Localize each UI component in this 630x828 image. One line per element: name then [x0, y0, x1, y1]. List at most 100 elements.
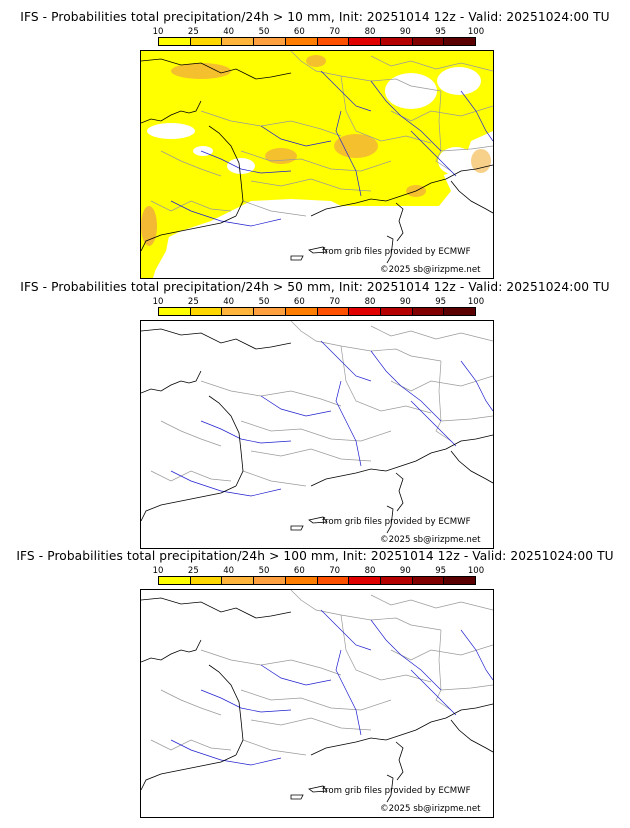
coastline — [386, 774, 394, 803]
colorbar-tick-label: 25 — [187, 566, 199, 576]
colorbar — [158, 37, 476, 46]
colorbar-segment — [444, 38, 476, 45]
coastline — [290, 255, 304, 261]
colorbar-tick-label: 95 — [435, 566, 447, 576]
admin-border — [440, 684, 493, 691]
river — [335, 649, 362, 736]
colorbar-ticks: 10 25 40 50 60 70 80 90 95 100 — [153, 27, 485, 37]
admin-border — [340, 75, 432, 144]
coastline — [450, 450, 493, 484]
admin-border — [390, 644, 493, 661]
colorbar-tick-label: 50 — [258, 566, 270, 576]
coastline — [141, 100, 202, 124]
panel-title: IFS - Probabilities total precipitation/… — [20, 280, 610, 294]
coastline — [141, 597, 292, 619]
colorbar-tick-label: 50 — [258, 297, 270, 307]
river — [320, 70, 372, 112]
map-canvas — [141, 51, 493, 278]
colorbar-segment — [285, 308, 318, 315]
colorbar-tick-label: 80 — [364, 27, 376, 37]
colorbar-tick-label: 80 — [364, 297, 376, 307]
coastline — [290, 794, 304, 800]
colorbar-segment — [317, 308, 350, 315]
admin-border — [242, 200, 307, 217]
copyright-credit: ©2025 sb@irizpme.net — [380, 804, 481, 814]
colorbar-tick-label: 80 — [364, 566, 376, 576]
admin-border — [160, 420, 222, 447]
river — [410, 400, 457, 447]
coastline — [141, 754, 237, 791]
colorbar-tick-label: 25 — [187, 27, 199, 37]
coastline — [141, 58, 292, 80]
river — [335, 380, 362, 467]
colorbar-tick-label: 100 — [467, 566, 485, 576]
coastline — [208, 395, 244, 487]
colorbar-segment — [190, 38, 223, 45]
colorbar-segment — [190, 308, 223, 315]
coastline — [310, 164, 493, 217]
copyright-credit: ©2025 sb@irizpme.net — [380, 535, 481, 545]
panel-title: IFS - Probabilities total precipitation/… — [16, 549, 614, 563]
coastline — [141, 639, 202, 663]
colorbar-tick-label: 100 — [467, 297, 485, 307]
admin-border — [340, 614, 432, 683]
colorbar-segment — [159, 577, 191, 584]
colorbar-segment — [349, 38, 381, 45]
colorbar-tick-label: 10 — [152, 27, 164, 37]
admin-border — [440, 415, 493, 422]
colorbar-segment — [317, 38, 350, 45]
river — [170, 739, 282, 766]
colorbar-tick-label: 25 — [187, 297, 199, 307]
coastline — [310, 434, 493, 487]
colorbar-segment — [412, 308, 445, 315]
river — [460, 360, 493, 412]
coastline — [308, 516, 328, 524]
admin-border — [200, 649, 342, 676]
colorbar-tick-label: 100 — [467, 27, 485, 37]
colorbar-tick-label: 40 — [223, 297, 235, 307]
coastline — [208, 125, 244, 217]
colorbar-segment — [412, 38, 445, 45]
colorbar-segment — [380, 577, 413, 584]
colorbar-tick-label: 90 — [399, 27, 411, 37]
coastline — [308, 246, 328, 254]
coastline — [450, 719, 493, 753]
admin-border — [240, 150, 392, 172]
admin-border — [150, 470, 232, 482]
river — [410, 130, 457, 177]
river — [320, 609, 372, 651]
colorbar-segment — [380, 38, 413, 45]
admin-border — [200, 110, 342, 137]
admin-border — [390, 375, 493, 392]
colorbar-tick-label: 60 — [293, 297, 305, 307]
coastline — [310, 703, 493, 756]
panel-title: IFS - Probabilities total precipitation/… — [20, 10, 610, 24]
colorbar-segment — [317, 577, 350, 584]
admin-border — [290, 51, 442, 92]
colorbar-segment — [444, 308, 476, 315]
coastline — [450, 180, 493, 214]
colorbar-segment — [222, 308, 255, 315]
colorbar-tick-label: 10 — [152, 566, 164, 576]
colorbar-segment — [222, 577, 255, 584]
river — [410, 669, 457, 716]
colorbar-segment — [159, 308, 191, 315]
river — [370, 80, 442, 152]
coastline — [208, 664, 244, 756]
coastline — [386, 235, 394, 264]
coastline — [308, 785, 328, 793]
river — [460, 90, 493, 142]
coastline — [141, 215, 237, 252]
coastline — [141, 370, 202, 394]
river — [260, 664, 332, 686]
admin-border — [440, 145, 493, 152]
probability-map: from grib files provided by ECMWF ©2025 … — [140, 50, 494, 279]
river — [320, 340, 372, 382]
admin-border — [150, 200, 232, 212]
source-credit: from grib files provided by ECMWF — [322, 247, 471, 257]
river — [200, 420, 292, 444]
probability-map: from grib files provided by ECMWF ©2025 … — [140, 320, 494, 549]
admin-border — [242, 470, 307, 487]
admin-border — [370, 594, 493, 611]
river — [370, 350, 442, 422]
